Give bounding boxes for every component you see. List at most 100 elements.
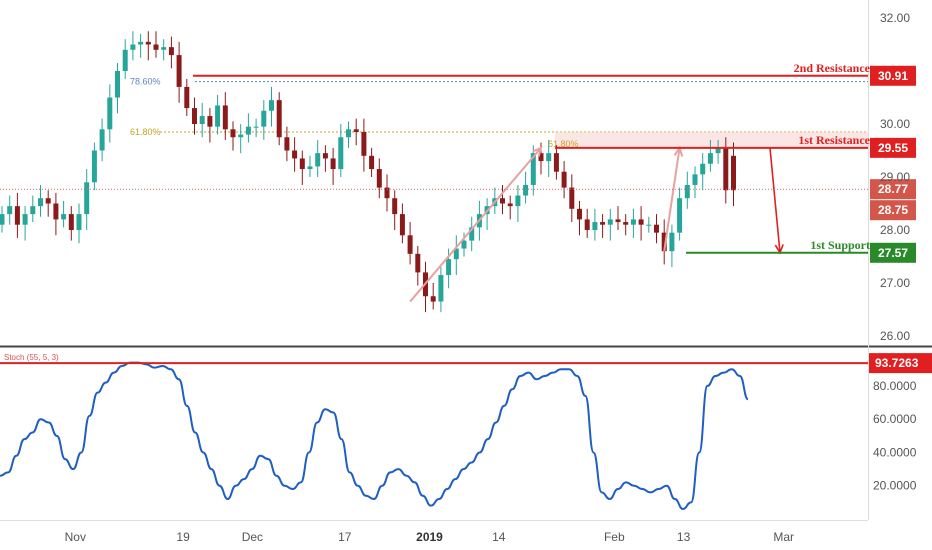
candle-body — [22, 214, 28, 225]
stochastic-line — [0, 361, 749, 511]
stochastic-label: Stoch (55, 5, 3) — [4, 353, 59, 362]
stochastic-level-value: 93.7263 — [875, 356, 919, 370]
candlestick-series — [0, 31, 736, 313]
level-price-badge — [870, 65, 916, 86]
candle-body — [115, 71, 120, 98]
candle-body — [623, 222, 629, 225]
candle-body — [30, 206, 36, 215]
level-price-value: 27.57 — [878, 246, 908, 260]
candle-body — [630, 219, 636, 225]
date-axis[interactable]: Nov 19 Dec 17 2019 14 Feb 13 Mar — [65, 530, 794, 544]
candle-body — [407, 235, 413, 254]
candle-body — [707, 153, 713, 164]
candle-body — [415, 253, 421, 273]
candle-body — [638, 219, 644, 225]
candle-body — [607, 219, 613, 225]
candle-body — [215, 105, 221, 127]
oscillator-tick-label: 80.0000 — [873, 379, 917, 393]
candle-body — [546, 153, 552, 162]
candle-body — [523, 184, 529, 196]
date-tick-label: Feb — [604, 530, 625, 544]
candle-body — [430, 296, 436, 302]
candle-body — [307, 166, 313, 170]
stochastic-level-badge — [869, 353, 932, 374]
candle-body — [392, 198, 398, 215]
candle-body — [207, 116, 213, 127]
candle-body — [700, 163, 706, 175]
candle-body — [168, 47, 174, 56]
price-tick-label: 28.00 — [880, 223, 910, 237]
candle-body — [245, 126, 251, 135]
current-price-badge — [870, 179, 916, 200]
candle-body — [276, 100, 282, 138]
candle-body — [346, 129, 351, 138]
candle-body — [677, 198, 683, 233]
price-tick-label: 27.00 — [880, 276, 910, 290]
stochastic-oscillator: Stoch (55, 5, 3) — [0, 353, 868, 511]
candle-body — [330, 158, 336, 170]
candle-body — [569, 187, 575, 209]
candle-body — [553, 153, 559, 172]
candle-body — [107, 97, 113, 130]
date-tick-label: 14 — [492, 530, 506, 544]
candle-body — [438, 275, 444, 302]
candle-body — [538, 153, 544, 162]
price-tick-label: 26.00 — [880, 329, 910, 343]
candle-body — [446, 259, 452, 276]
current-price-value: 28.77 — [878, 182, 908, 196]
date-tick-label: Mar — [773, 530, 794, 544]
level-label: 1st Resistance — [798, 133, 870, 147]
candle-body — [153, 44, 159, 50]
candle-body — [731, 155, 736, 191]
candle-body — [723, 147, 729, 191]
rally-arrow — [409, 147, 542, 303]
candle-body — [253, 126, 259, 128]
candle-body — [261, 110, 267, 127]
candle-body — [369, 155, 375, 170]
candle-body — [230, 129, 236, 138]
date-tick-label: 19 — [176, 530, 190, 544]
candle-body — [530, 153, 536, 185]
candle-body — [176, 55, 182, 87]
candle-body — [184, 86, 190, 109]
candle-body — [130, 44, 136, 50]
candle-body — [38, 198, 43, 207]
candle-body — [76, 214, 82, 230]
candle-body — [669, 232, 675, 252]
candle-body — [299, 158, 305, 170]
price-axis[interactable]: 32.00 30.00 29.00 28.00 27.00 26.00 — [880, 11, 910, 343]
candle-body — [376, 169, 382, 188]
candle-body — [600, 222, 606, 225]
candle-body — [684, 184, 690, 199]
candle-body — [53, 203, 59, 220]
candle-body — [646, 224, 652, 226]
candle-body — [84, 182, 90, 215]
fib-level-label: 61.80% — [548, 139, 579, 149]
level-label: 2nd Resistance — [794, 61, 871, 75]
date-tick-label: Nov — [65, 530, 86, 544]
candle-body — [715, 147, 721, 154]
candle-body — [515, 195, 521, 207]
level-lines: 2nd Resistance 30.91 1st Resistance 29.55 1s… — [0, 61, 916, 263]
level-price-badge — [870, 137, 916, 158]
candle-body — [199, 116, 205, 124]
candle-body — [507, 203, 513, 207]
candle-body — [68, 214, 74, 230]
level-price-badge — [870, 242, 916, 263]
fib-level-label: 61.80% — [130, 127, 161, 137]
candle-body — [322, 153, 328, 159]
candle-body — [161, 47, 167, 50]
candle-body — [692, 174, 698, 185]
oscillator-pane-background — [0, 349, 868, 520]
oscillator-axis[interactable]: 80.0000 60.0000 40.0000 20.0000 93.7263 — [869, 353, 932, 493]
price-tick-label: 29.00 — [880, 170, 910, 184]
fib-level-label: 78.60% — [130, 77, 161, 87]
candle-body — [584, 219, 590, 230]
rally-arrow-head — [532, 146, 543, 157]
candle-body — [384, 187, 390, 199]
candle-body — [192, 108, 197, 124]
current-price-badge — [870, 200, 916, 221]
candle-body — [269, 100, 274, 111]
level-label: 1st Support — [810, 238, 870, 252]
candle-body — [461, 240, 467, 249]
